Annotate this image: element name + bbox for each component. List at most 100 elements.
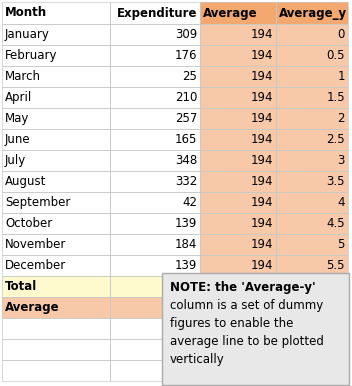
Bar <box>2 108 110 129</box>
Bar <box>200 234 276 255</box>
Text: January: January <box>5 28 50 41</box>
Bar <box>276 297 348 318</box>
Bar <box>276 255 348 276</box>
Bar <box>200 2 276 24</box>
Text: Average: Average <box>5 301 59 314</box>
Bar <box>276 360 348 381</box>
Bar <box>200 234 276 255</box>
Bar <box>200 45 276 66</box>
Text: average line to be plotted: average line to be plotted <box>170 335 324 349</box>
Bar <box>200 339 276 360</box>
Bar <box>110 318 200 339</box>
Text: 257: 257 <box>175 112 197 125</box>
Text: 194: 194 <box>251 91 273 104</box>
Bar <box>200 129 276 150</box>
Bar <box>2 234 110 255</box>
Bar <box>200 339 276 360</box>
Bar <box>200 66 276 87</box>
Bar <box>276 255 348 276</box>
Bar <box>200 66 276 87</box>
Text: Expenditure: Expenditure <box>117 7 197 20</box>
Text: vertically: vertically <box>170 354 225 366</box>
Bar <box>276 45 348 66</box>
Text: 332: 332 <box>175 175 197 188</box>
Bar <box>110 171 200 192</box>
Bar <box>200 276 276 297</box>
Text: 5: 5 <box>338 238 345 251</box>
Text: 4: 4 <box>338 196 345 209</box>
Bar <box>2 276 110 297</box>
Bar <box>110 2 200 24</box>
Bar <box>276 2 348 24</box>
Text: 194: 194 <box>251 133 273 146</box>
Bar <box>110 129 200 150</box>
Bar <box>110 339 200 360</box>
Bar <box>2 339 110 360</box>
Text: column is a set of dummy: column is a set of dummy <box>170 300 323 313</box>
Bar <box>110 318 200 339</box>
Bar <box>110 276 200 297</box>
Text: May: May <box>5 112 29 125</box>
Bar <box>110 360 200 381</box>
Bar <box>2 360 110 381</box>
Bar <box>200 108 276 129</box>
Text: 0: 0 <box>338 28 345 41</box>
Bar <box>276 234 348 255</box>
Bar <box>200 297 276 318</box>
Bar <box>2 339 110 360</box>
Bar <box>276 87 348 108</box>
Text: 348: 348 <box>175 154 197 167</box>
Bar <box>200 129 276 150</box>
Bar <box>2 2 110 24</box>
Bar <box>2 45 110 66</box>
Bar <box>276 276 348 297</box>
Bar <box>276 2 348 24</box>
Bar <box>276 297 348 318</box>
Bar <box>2 2 110 24</box>
Bar <box>200 213 276 234</box>
Bar <box>276 318 348 339</box>
Text: 4.5: 4.5 <box>326 217 345 230</box>
Text: Average: Average <box>203 7 258 20</box>
Bar <box>2 66 110 87</box>
Bar <box>2 297 110 318</box>
Bar <box>2 87 110 108</box>
Text: 194: 194 <box>251 112 273 125</box>
Text: 3: 3 <box>338 154 345 167</box>
Bar <box>2 129 110 150</box>
Bar <box>110 129 200 150</box>
Bar <box>110 171 200 192</box>
Bar <box>200 255 276 276</box>
Bar <box>276 318 348 339</box>
Bar <box>276 360 348 381</box>
Bar <box>110 297 200 318</box>
Text: 194: 194 <box>251 259 273 272</box>
FancyBboxPatch shape <box>162 273 349 385</box>
Bar <box>276 213 348 234</box>
Bar <box>2 213 110 234</box>
Bar <box>110 87 200 108</box>
Bar <box>2 129 110 150</box>
Text: 139: 139 <box>175 259 197 272</box>
Text: 194: 194 <box>251 175 273 188</box>
Text: 194: 194 <box>251 49 273 62</box>
Text: March: March <box>5 70 41 83</box>
Bar <box>2 171 110 192</box>
Bar <box>276 129 348 150</box>
Bar <box>276 108 348 129</box>
Bar <box>200 297 276 318</box>
Text: 2: 2 <box>338 112 345 125</box>
Text: July: July <box>5 154 26 167</box>
Bar <box>2 192 110 213</box>
Text: 309: 309 <box>175 28 197 41</box>
Bar <box>200 318 276 339</box>
Bar <box>2 276 110 297</box>
Bar <box>276 66 348 87</box>
Bar <box>110 108 200 129</box>
Text: 42: 42 <box>182 196 197 209</box>
Bar <box>2 213 110 234</box>
Bar <box>200 213 276 234</box>
Bar <box>276 150 348 171</box>
Bar <box>110 66 200 87</box>
Text: November: November <box>5 238 67 251</box>
